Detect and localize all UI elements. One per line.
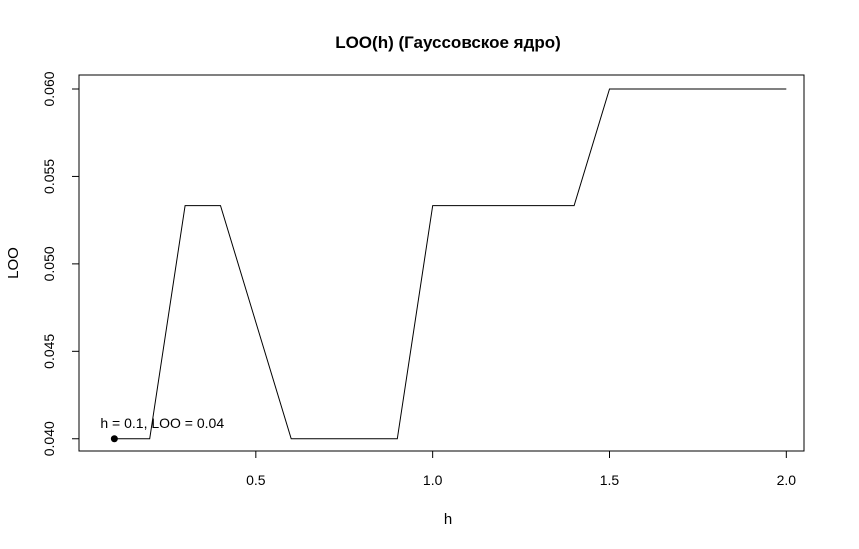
y-axis-label: LOO [5,247,22,279]
x-axis: 0.5 1.0 1.5 2.0 [246,451,796,488]
point-annotation: h = 0.1, LOO = 0.04 [100,415,224,431]
y-tick-label: 0.060 [41,71,57,106]
series-line [114,88,787,440]
y-tick-label: 0.040 [41,421,57,456]
plot-frame [78,74,805,452]
x-axis-label: h [444,511,452,528]
x-tick-label: 0.5 [246,472,266,488]
highlight-point [110,435,118,443]
chart-title: LOO(h) (Гауссовское ядро) [335,33,561,52]
x-tick-label: 1.5 [600,472,620,488]
y-axis: 0.040 0.045 0.050 0.055 0.060 [41,71,79,456]
y-tick-label: 0.055 [41,159,57,194]
x-tick-label: 1.0 [423,472,443,488]
y-tick-label: 0.045 [41,334,57,369]
x-tick-label: 2.0 [777,472,797,488]
y-tick-label: 0.050 [41,246,57,281]
